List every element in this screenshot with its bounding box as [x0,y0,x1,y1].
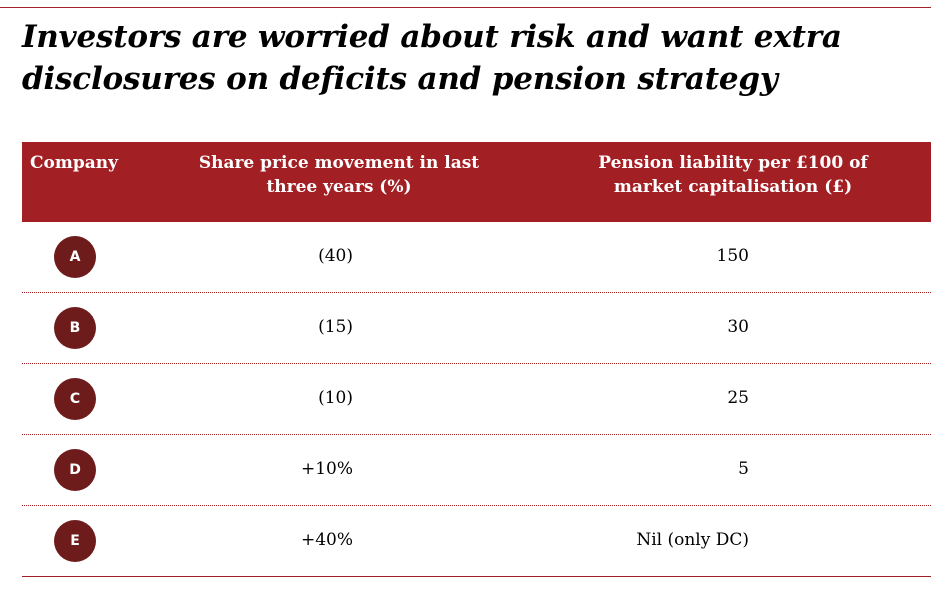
company-badge: E [54,520,96,562]
table-header: Company Share price movement in last thr… [22,142,931,222]
share-price-cell: (40) [318,246,353,266]
share-price-cell: (15) [318,317,353,337]
pension-liability-cell: 30 [727,317,749,337]
pension-liability-cell: 150 [716,246,749,266]
page-title: Investors are worried about risk and wan… [22,19,842,97]
share-price-cell: +40% [300,530,353,550]
table-row: B (15) 30 [22,293,931,364]
share-price-cell: +10% [300,459,353,479]
table-row: A (40) 150 [22,222,931,293]
table-row: E +40% Nil (only DC) [22,506,931,577]
table-row: C (10) 25 [22,364,931,435]
company-badge: A [54,236,96,278]
pension-table: Company Share price movement in last thr… [22,142,931,577]
pension-liability-cell: 25 [727,388,749,408]
header-company: Company [30,153,118,173]
table-row: D +10% 5 [22,435,931,506]
header-pension-liability: Pension liability per £100 of market cap… [598,153,868,197]
header-share-price: Share price movement in last three years… [198,153,480,197]
company-badge: C [54,378,96,420]
pension-liability-cell: 5 [738,459,749,479]
company-badge: D [54,449,96,491]
pension-liability-cell: Nil (only DC) [636,530,749,550]
top-rule [0,7,931,8]
company-badge: B [54,307,96,349]
share-price-cell: (10) [318,388,353,408]
